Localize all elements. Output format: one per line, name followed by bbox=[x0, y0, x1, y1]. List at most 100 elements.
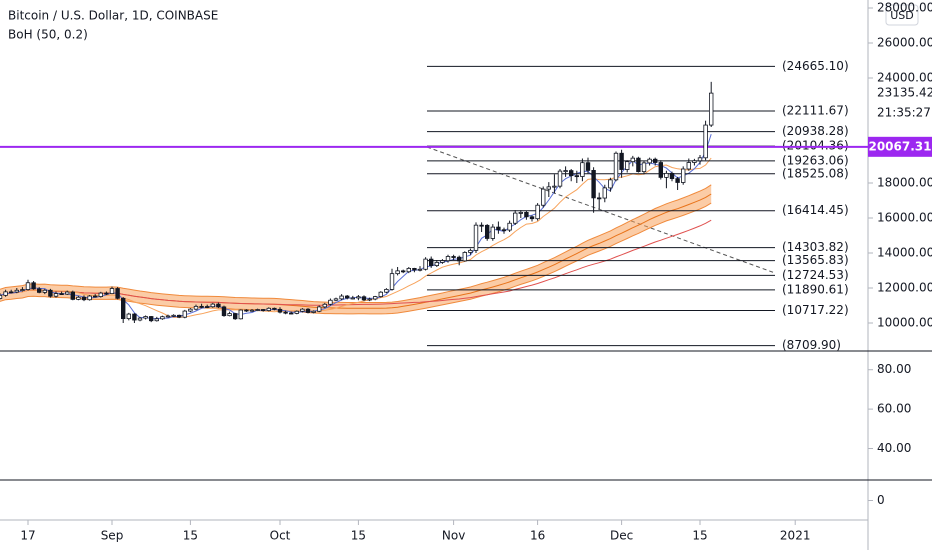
candle-body bbox=[703, 124, 708, 159]
candle-body bbox=[283, 311, 288, 314]
candle-body bbox=[300, 308, 305, 312]
candle-body bbox=[154, 318, 159, 322]
candle-body bbox=[619, 152, 624, 170]
candle-body bbox=[669, 172, 675, 180]
candle-body bbox=[428, 258, 434, 266]
candle-body bbox=[143, 316, 148, 319]
candle-body bbox=[255, 309, 260, 311]
candle-body bbox=[563, 170, 568, 172]
candle-body bbox=[473, 224, 479, 251]
candle-body bbox=[529, 216, 535, 220]
level-label: (20104.36) bbox=[782, 139, 849, 153]
currency-button[interactable] bbox=[885, 4, 919, 26]
candle-body bbox=[361, 296, 367, 301]
currency-label[interactable]: USD bbox=[890, 9, 914, 22]
candle-body bbox=[378, 291, 383, 297]
candle-body bbox=[490, 226, 495, 239]
candle-body bbox=[434, 262, 439, 266]
candle-body bbox=[389, 273, 395, 290]
candle-body bbox=[440, 260, 445, 263]
candle-body bbox=[484, 224, 490, 239]
y-tick-label: 28000.00 bbox=[877, 0, 932, 14]
candle-body bbox=[0, 294, 3, 299]
y-tick-label: 80.00 bbox=[877, 362, 911, 376]
candle-body bbox=[104, 292, 109, 295]
x-tick-label: Dec bbox=[610, 529, 633, 543]
candle-body bbox=[31, 282, 36, 290]
candle-body bbox=[42, 289, 47, 293]
y-tick-label: 14000.00 bbox=[877, 245, 932, 259]
candle-body bbox=[8, 291, 14, 294]
candle-body bbox=[507, 222, 512, 231]
candle-body bbox=[328, 299, 333, 305]
candle-body bbox=[176, 314, 182, 318]
candle-body bbox=[395, 270, 400, 275]
candle-body bbox=[417, 268, 423, 271]
marker-label: 20067.31 bbox=[868, 139, 931, 153]
x-tick-label: 15 bbox=[351, 529, 366, 543]
candle-body bbox=[232, 313, 238, 320]
candle-body bbox=[216, 303, 221, 308]
band-edge bbox=[0, 202, 712, 315]
x-tick-label: 16 bbox=[530, 529, 545, 543]
candle-body bbox=[193, 305, 199, 310]
candle-body bbox=[412, 267, 417, 271]
y-tick-label: 40.00 bbox=[877, 441, 911, 455]
y-tick-label: 26000.00 bbox=[877, 35, 932, 49]
level-label: (24665.10) bbox=[782, 59, 849, 73]
candle-body bbox=[496, 226, 501, 231]
candle-body bbox=[121, 297, 126, 320]
candle-body bbox=[294, 310, 299, 314]
candle-body bbox=[76, 296, 81, 300]
level-label: (11890.61) bbox=[782, 282, 849, 296]
candle-body bbox=[272, 307, 277, 310]
y-tick-label: 12000.00 bbox=[877, 280, 932, 294]
candle-body bbox=[339, 295, 344, 300]
candle-body bbox=[109, 288, 115, 294]
candle-body bbox=[210, 303, 215, 308]
level-label: (8709.90) bbox=[782, 338, 841, 352]
candle-body bbox=[37, 288, 42, 293]
level-label: (18525.08) bbox=[782, 166, 849, 180]
candle-body bbox=[445, 256, 451, 262]
candle-body bbox=[115, 288, 120, 299]
last-price: 23135.42 bbox=[877, 86, 932, 100]
y-tick-label: 10000.00 bbox=[877, 315, 932, 329]
candle-body bbox=[709, 92, 714, 126]
candle-body bbox=[462, 252, 467, 262]
level-label: (10717.22) bbox=[782, 303, 849, 317]
candle-body bbox=[636, 157, 641, 173]
level-label: (22111.67) bbox=[782, 104, 849, 118]
candle-body bbox=[305, 308, 311, 313]
candle-body bbox=[356, 296, 361, 299]
level-label: (12724.53) bbox=[782, 268, 849, 282]
candle-body bbox=[87, 295, 92, 301]
candle-body bbox=[311, 310, 316, 313]
x-tick-label: Nov bbox=[442, 529, 465, 543]
y-tick-label: 24000.00 bbox=[877, 70, 932, 84]
x-tick-label: 2021 bbox=[780, 529, 811, 543]
candle-body bbox=[692, 160, 697, 163]
candle-body bbox=[697, 157, 703, 162]
candle-body bbox=[585, 162, 591, 171]
candle-body bbox=[372, 296, 378, 300]
candle-body bbox=[384, 288, 389, 293]
candle-body bbox=[182, 310, 187, 318]
candle-body bbox=[14, 289, 19, 293]
marker-label-box bbox=[868, 136, 932, 157]
candle-body bbox=[647, 158, 652, 164]
candle-body bbox=[535, 204, 540, 220]
candle-body bbox=[98, 292, 103, 297]
x-tick-label: 15 bbox=[183, 529, 198, 543]
x-tick-label: 17 bbox=[20, 529, 35, 543]
candle-body bbox=[204, 306, 210, 308]
candle-body bbox=[423, 258, 428, 270]
candle-body bbox=[266, 307, 271, 311]
candle-body bbox=[675, 178, 680, 183]
candle-body bbox=[137, 317, 143, 321]
candle-body bbox=[451, 256, 456, 258]
y-tick-label: 0 bbox=[877, 493, 885, 507]
candle-body bbox=[344, 295, 350, 299]
chart-title: Bitcoin / U.S. Dollar, 1D, COINBASE bbox=[8, 9, 218, 23]
